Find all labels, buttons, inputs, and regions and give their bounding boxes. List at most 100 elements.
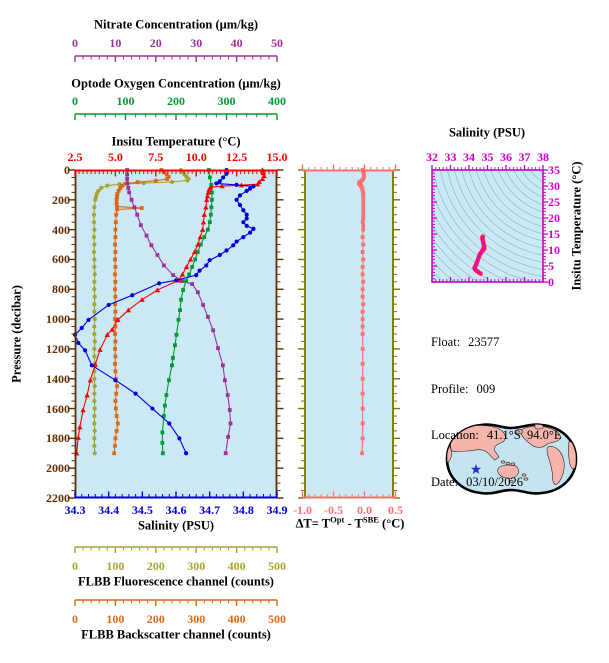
- tick-label: 35: [481, 150, 494, 164]
- profile-value: 009: [476, 381, 496, 396]
- pressure-axis-title: Pressure (decibar): [9, 285, 24, 383]
- tick-label: -0.5: [324, 503, 343, 517]
- map-land: [447, 424, 576, 485]
- tick-label: 15.0: [266, 150, 288, 164]
- tick-label: 0.0: [357, 503, 372, 517]
- tick-label: 200: [167, 94, 185, 108]
- tick-label: 400: [268, 94, 286, 108]
- tick-label: 0: [72, 94, 78, 108]
- profile-row: Profile: 009: [431, 382, 562, 398]
- scale-bars: [74, 55, 278, 606]
- tick-label: 5: [548, 259, 554, 273]
- delta-t-panel: [298, 164, 400, 499]
- tick-label: 0: [64, 163, 70, 177]
- tick-label: 10: [109, 36, 122, 50]
- tick-label: 2000: [46, 461, 70, 476]
- ts-salinity-axis-title: Salinity (PSU): [448, 125, 526, 140]
- flbb-backscatter-channel-profile: [112, 168, 171, 456]
- tick-label: 1800: [46, 431, 70, 446]
- tick-label: 1200: [46, 341, 70, 356]
- tick-label: 12.5: [226, 150, 248, 164]
- tick-label: 10.0: [185, 150, 207, 164]
- tick-label: 1400: [46, 371, 70, 386]
- tick-label: 2200: [46, 491, 70, 505]
- ts-diagram: [431, 165, 548, 283]
- tick-label: 100: [106, 559, 125, 573]
- tick-label: 50: [271, 36, 283, 50]
- tick-label: 30: [548, 179, 560, 193]
- tick-label: 25: [548, 195, 560, 209]
- float-info: Float: 23577 Profile: 009 Location: 41.1°S …: [431, 304, 562, 521]
- float-value: 23577: [468, 335, 500, 349]
- tick-label: 36: [500, 150, 512, 164]
- ts-temperature-axis-title: Insitu Temperature (°C): [569, 161, 584, 291]
- tick-label: 2.5: [67, 150, 83, 164]
- date-value: 03/10/2026: [466, 474, 524, 489]
- tick-label: 0.5: [388, 503, 403, 517]
- nitrate-axis-title: Nitrate Concentration (μm/kg): [94, 17, 258, 32]
- ts-profile-curve: [473, 235, 486, 275]
- world-map: [445, 423, 578, 495]
- tick-label: 200: [52, 192, 70, 207]
- location-row: Location: 41.1°S 94.0°E: [431, 428, 562, 444]
- tick-label: 34.8: [232, 503, 254, 517]
- tick-label: 100: [116, 94, 135, 108]
- fluorescence-axis-title: FLBB Fluorescence channel (counts): [78, 574, 274, 589]
- profile-label: Profile:: [431, 381, 469, 396]
- optode-oxygen-concentration-profile: [160, 168, 214, 456]
- float-label: Float:: [431, 335, 461, 349]
- location-value: 41.1°S 94.0°E: [486, 428, 562, 442]
- tick-label: 40: [230, 36, 243, 50]
- tick-label: 1000: [46, 312, 70, 327]
- date-row: Date: 03/10/2026: [431, 475, 562, 491]
- tick-label: 34.4: [98, 503, 120, 517]
- backscatter-axis-title: FLBB Backscatter channel (counts): [81, 627, 271, 642]
- tick-label: 1600: [46, 401, 70, 416]
- tick-label: 34.6: [165, 503, 187, 517]
- tick-label: 34.3: [64, 503, 86, 517]
- tick-label: 34.7: [199, 503, 221, 517]
- salinity-profile: [72, 167, 256, 456]
- tick-label: 33: [444, 150, 457, 164]
- tick-label: 20: [548, 211, 560, 225]
- oxygen-axis-title: Optode Oxygen Concentration (μm/kg): [71, 76, 281, 91]
- nitrate-concentration-profile: [125, 168, 233, 456]
- date-label: Date:: [431, 474, 459, 489]
- tick-label: 15: [548, 227, 560, 241]
- tick-label: 200: [146, 612, 165, 626]
- tick-label: 300: [187, 612, 206, 626]
- temperature-axis-title: Insitu Temperature (°C): [111, 134, 241, 149]
- tick-label: 200: [146, 559, 165, 573]
- tick-label: 34: [463, 150, 475, 164]
- tick-label: 400: [227, 612, 246, 626]
- tick-label: 37: [518, 150, 531, 164]
- tick-label: 800: [52, 282, 70, 297]
- tick-label: 400: [227, 559, 246, 573]
- tick-label: 500: [268, 559, 286, 573]
- tick-label: 38: [537, 150, 549, 164]
- float-id-row: Float: 23577: [431, 335, 562, 351]
- salinity-axis-title: Salinity (PSU): [137, 518, 215, 533]
- tick-label: 500: [268, 612, 286, 626]
- tick-label: 0: [548, 275, 554, 289]
- tick-label: 300: [187, 559, 206, 573]
- tick-label: 34.5: [131, 503, 153, 517]
- tick-label: 10: [548, 243, 560, 257]
- tick-label: 7.5: [148, 150, 164, 164]
- tick-label: 400: [52, 222, 70, 237]
- tick-label: 0: [72, 612, 78, 626]
- tick-label: 34.9: [266, 503, 288, 517]
- delta-t-axis-title: ΔT= TOpt - TSBE (°C): [295, 514, 405, 531]
- main-profile-plot: [68, 167, 284, 499]
- tick-label: 600: [52, 252, 70, 267]
- tick-label: -1.0: [293, 503, 312, 517]
- tick-label: 300: [217, 94, 236, 108]
- tick-label: 5.0: [107, 150, 123, 164]
- tick-label: 0: [72, 36, 78, 50]
- flbb-fluorescence-channel-profile: [91, 167, 191, 456]
- tick-label: 0: [72, 559, 78, 573]
- tick-label: 30: [190, 36, 203, 50]
- tick-label: 20: [149, 36, 162, 50]
